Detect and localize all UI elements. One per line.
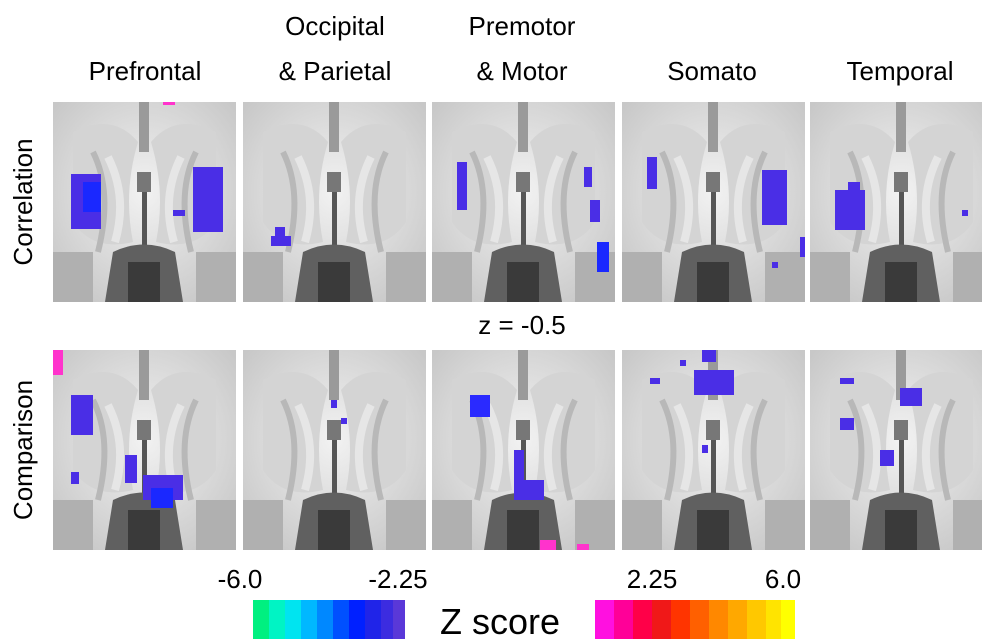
brain-panel (243, 350, 426, 550)
colorbar-title: Z score (440, 601, 560, 639)
colorbar: -6.0 -2.25 2.25 6.0 Z score (218, 564, 801, 639)
column-label: & Parietal (279, 56, 392, 86)
brain-panel (810, 350, 982, 550)
brain-panel (622, 102, 805, 302)
colorbar-positive (595, 600, 795, 639)
brain-panel (53, 102, 236, 302)
colorbar-label: 6.0 (765, 564, 801, 594)
column-label: Premotor (469, 11, 576, 41)
brain-panel (432, 102, 615, 302)
brain-panel (243, 102, 426, 302)
column-label: Temporal (847, 56, 954, 86)
figure: Prefrontal Occipital & Parietal Premotor… (0, 0, 982, 639)
brain-panel (53, 350, 236, 550)
row-label: Correlation (8, 138, 38, 265)
slice-label: z = -0.5 (478, 310, 565, 340)
row-label: Comparison (8, 380, 38, 520)
column-label: & Motor (476, 56, 567, 86)
column-label: Occipital (285, 11, 385, 41)
colorbar-label: -6.0 (218, 564, 263, 594)
brain-panel (432, 350, 615, 550)
colorbar-negative (253, 600, 405, 639)
colorbar-label: 2.25 (627, 564, 678, 594)
column-label: Prefrontal (89, 56, 202, 86)
brain-panel (622, 350, 805, 550)
colorbar-label: -2.25 (368, 564, 427, 594)
column-label: Somato (667, 56, 757, 86)
brain-panel (810, 102, 982, 302)
